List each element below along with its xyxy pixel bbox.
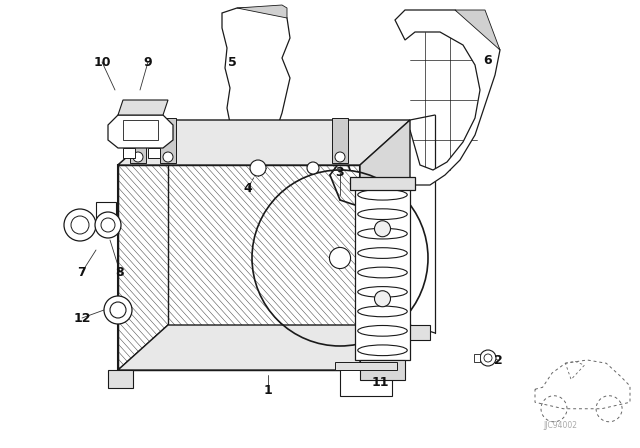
Polygon shape	[96, 202, 116, 218]
Polygon shape	[455, 10, 500, 50]
Polygon shape	[160, 118, 176, 163]
Polygon shape	[118, 100, 168, 115]
Polygon shape	[355, 185, 410, 360]
Text: 3: 3	[336, 165, 344, 178]
Circle shape	[330, 247, 351, 268]
Polygon shape	[350, 177, 415, 190]
Polygon shape	[108, 115, 173, 148]
Polygon shape	[118, 325, 410, 370]
Text: 12: 12	[73, 311, 91, 324]
Text: 2: 2	[493, 353, 502, 366]
Text: 11: 11	[371, 375, 388, 388]
Polygon shape	[123, 148, 135, 158]
Circle shape	[374, 221, 390, 237]
Polygon shape	[474, 354, 480, 362]
Polygon shape	[222, 8, 290, 153]
Text: 6: 6	[484, 53, 492, 66]
Polygon shape	[405, 325, 430, 340]
Polygon shape	[108, 370, 133, 388]
Polygon shape	[395, 10, 500, 185]
Text: 5: 5	[228, 56, 236, 69]
Polygon shape	[118, 165, 360, 370]
Polygon shape	[118, 120, 410, 165]
Circle shape	[95, 212, 121, 238]
Circle shape	[163, 152, 173, 162]
Text: JJC94002: JJC94002	[543, 421, 577, 430]
Text: 8: 8	[116, 266, 124, 279]
Polygon shape	[360, 120, 410, 370]
Polygon shape	[148, 148, 160, 158]
Text: 7: 7	[77, 266, 86, 279]
Circle shape	[480, 350, 496, 366]
Polygon shape	[130, 118, 146, 163]
Circle shape	[133, 152, 143, 162]
Circle shape	[374, 291, 390, 307]
Circle shape	[64, 209, 96, 241]
Polygon shape	[335, 362, 397, 370]
Text: 1: 1	[264, 383, 273, 396]
Text: 4: 4	[244, 181, 252, 194]
Polygon shape	[360, 360, 405, 380]
Polygon shape	[237, 5, 287, 18]
Circle shape	[335, 152, 345, 162]
Polygon shape	[332, 118, 348, 163]
Circle shape	[104, 296, 132, 324]
Text: 9: 9	[144, 56, 152, 69]
Polygon shape	[340, 368, 392, 396]
Circle shape	[250, 160, 266, 176]
Circle shape	[307, 162, 319, 174]
Text: 10: 10	[93, 56, 111, 69]
